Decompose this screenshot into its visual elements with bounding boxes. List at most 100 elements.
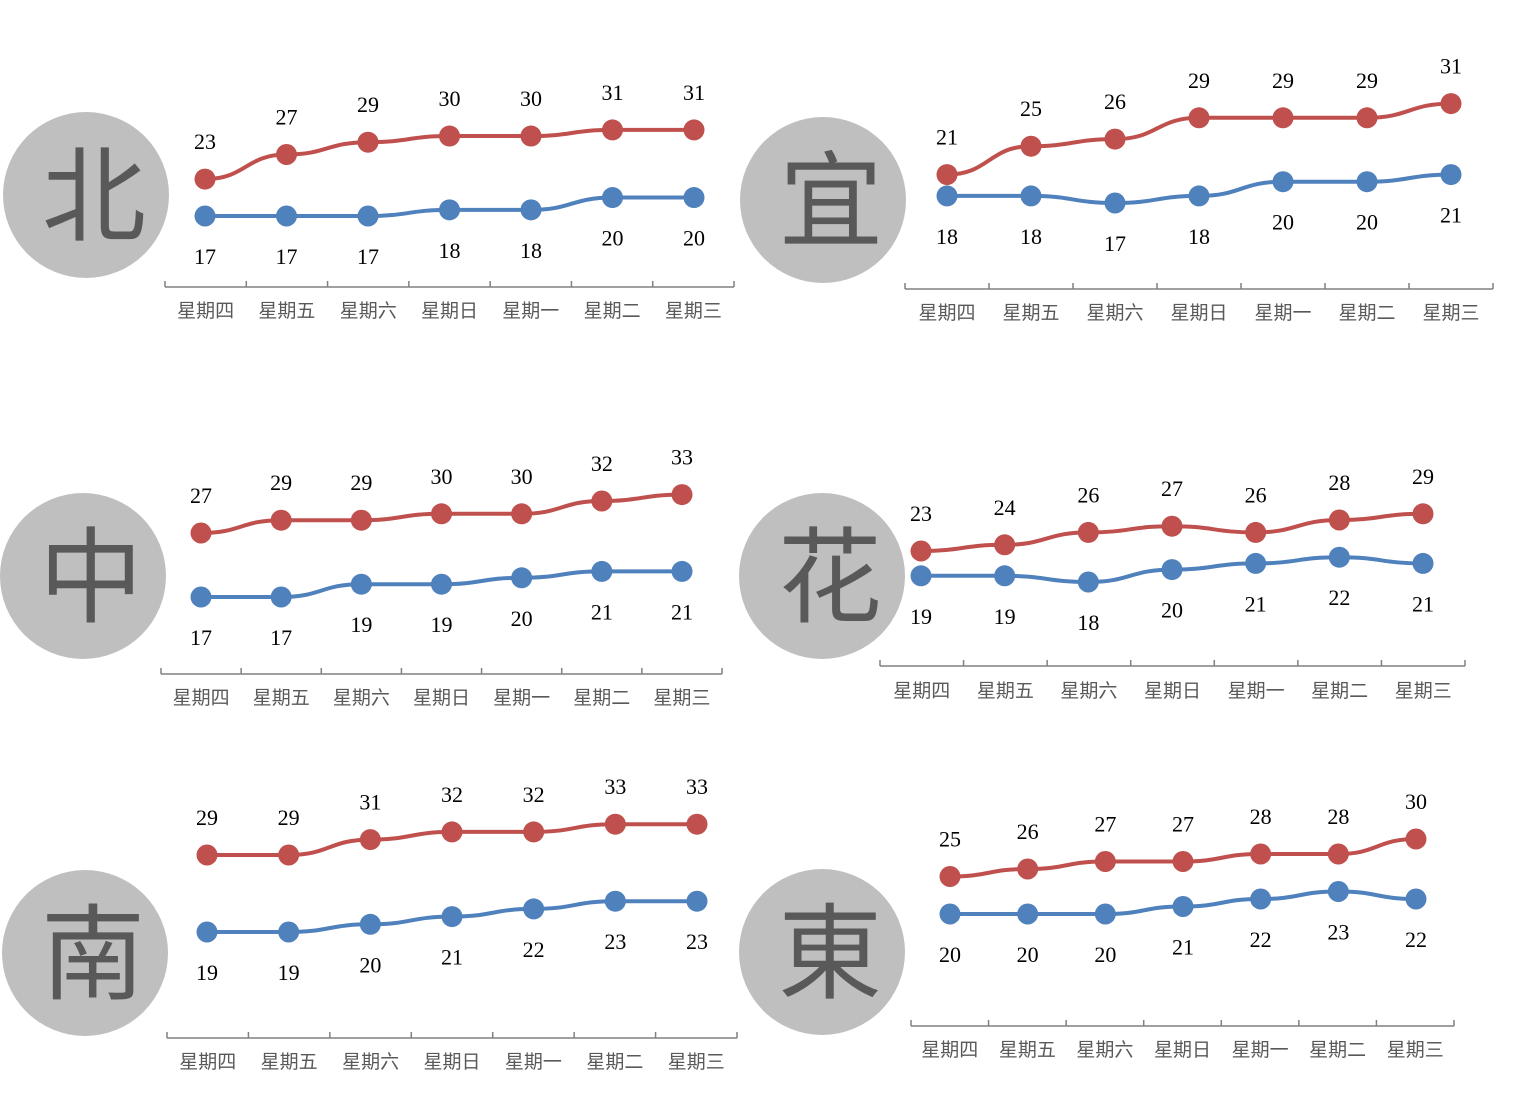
high-temp-point: [671, 484, 693, 506]
high-temp-point: [1172, 851, 1194, 872]
low-temp-point: [520, 199, 542, 221]
high-temp-point: [439, 125, 460, 147]
x-tick-label: 星期二: [1311, 680, 1368, 702]
high-temp-label: 28: [1328, 470, 1350, 495]
x-tick-label: 星期日: [413, 687, 470, 709]
x-tick-label: 星期二: [584, 300, 641, 322]
high-temp-label: 29: [357, 92, 379, 117]
low-temp-label: 17: [357, 244, 379, 269]
high-temp-point: [994, 534, 1016, 556]
high-temp-point: [1077, 521, 1099, 543]
low-temp-label: 20: [602, 226, 624, 251]
high-temp-point: [602, 119, 623, 141]
low-temp-label: 19: [278, 960, 300, 985]
low-temp-label: 18: [520, 238, 542, 263]
low-temp-label: 21: [1412, 591, 1434, 616]
low-temp-label: 20: [1094, 942, 1116, 967]
high-temp-label: 27: [1172, 812, 1194, 837]
low-temp-label: 21: [1440, 203, 1462, 228]
x-tick-label: 星期三: [668, 1051, 725, 1073]
high-temp-label: 30: [511, 464, 533, 489]
region-badge: [739, 493, 905, 659]
x-tick-label: 星期五: [253, 687, 310, 709]
low-temp-point: [1020, 185, 1042, 207]
x-tick-label: 星期一: [502, 300, 559, 322]
x-tick-label: 星期六: [1060, 680, 1117, 702]
low-temp-label: 19: [910, 604, 932, 629]
high-temp-label: 23: [910, 501, 932, 526]
high-temp-label: 30: [431, 464, 453, 489]
high-temp-label: 24: [994, 495, 1016, 520]
x-tick-label: 星期日: [423, 1051, 480, 1073]
low-temp-point: [1328, 546, 1350, 568]
region-badge: [0, 493, 166, 659]
low-temp-point: [686, 890, 708, 912]
region-label: 宜: [779, 141, 883, 263]
low-temp-label: 17: [1104, 231, 1126, 256]
high-temp-point: [1250, 843, 1272, 865]
high-temp-point: [441, 821, 463, 843]
x-tick-label: 星期日: [421, 300, 478, 322]
high-temp-point: [359, 829, 381, 851]
low-temp-point: [1104, 192, 1126, 214]
low-temp-point: [671, 560, 693, 582]
low-temp-point: [1405, 888, 1427, 910]
low-temp-point: [910, 565, 932, 587]
high-temp-label: 26: [1017, 819, 1039, 844]
x-tick-label: 星期三: [1395, 680, 1452, 702]
high-temp-label: 31: [1440, 54, 1462, 79]
high-temp-label: 32: [523, 782, 545, 807]
x-tick-label: 星期五: [258, 300, 315, 322]
low-temp-label: 18: [439, 238, 461, 263]
x-tick-label: 星期四: [921, 1039, 978, 1061]
low-temp-label: 20: [683, 226, 705, 251]
high-temp-point: [604, 813, 626, 835]
x-tick-label: 星期六: [333, 687, 390, 709]
low-temp-label: 22: [1405, 927, 1427, 952]
high-temp-label: 29: [196, 805, 218, 830]
high-temp-label: 23: [194, 129, 216, 154]
low-temp-label: 19: [350, 612, 372, 637]
region-label: 花: [778, 517, 882, 639]
x-tick-label: 星期四: [177, 300, 234, 322]
x-tick-label: 星期二: [586, 1051, 643, 1073]
x-tick-label: 星期五: [977, 680, 1034, 702]
high-temp-point: [936, 164, 958, 186]
high-temp-point: [1020, 135, 1042, 157]
high-temp-label: 30: [520, 86, 542, 111]
low-temp-point: [994, 565, 1016, 587]
high-temp-label: 32: [591, 451, 613, 476]
high-temp-label: 25: [939, 827, 961, 852]
x-tick-label: 星期四: [173, 687, 230, 709]
high-temp-label: 28: [1250, 804, 1272, 829]
low-temp-point: [439, 199, 460, 221]
x-tick-label: 星期二: [573, 687, 630, 709]
low-temp-label: 20: [1017, 942, 1039, 967]
low-temp-point: [604, 890, 626, 912]
x-tick-label: 星期二: [1338, 302, 1395, 324]
region-badge: [740, 117, 906, 283]
low-temp-label: 23: [686, 929, 708, 954]
low-temp-label: 17: [190, 625, 212, 650]
low-temp-point: [194, 205, 216, 227]
low-temp-label: 20: [1356, 210, 1378, 235]
x-tick-label: 星期五: [1002, 302, 1059, 324]
low-temp-point: [1272, 171, 1294, 193]
high-temp-point: [431, 503, 452, 525]
high-temp-point: [194, 168, 216, 190]
x-tick-label: 星期日: [1144, 680, 1201, 702]
low-temp-label: 18: [1020, 224, 1042, 249]
high-temp-point: [350, 509, 372, 531]
low-temp-point: [1250, 888, 1272, 910]
region-badge: [739, 869, 905, 1035]
high-temp-point: [1094, 851, 1116, 872]
low-temp-label: 20: [1161, 598, 1183, 623]
low-temp-point: [431, 573, 452, 595]
region-label: 東: [778, 893, 882, 1015]
high-temp-point: [270, 509, 292, 531]
low-temp-label: 23: [1327, 920, 1349, 945]
high-temp-label: 25: [1020, 96, 1042, 121]
low-temp-label: 17: [270, 625, 292, 650]
